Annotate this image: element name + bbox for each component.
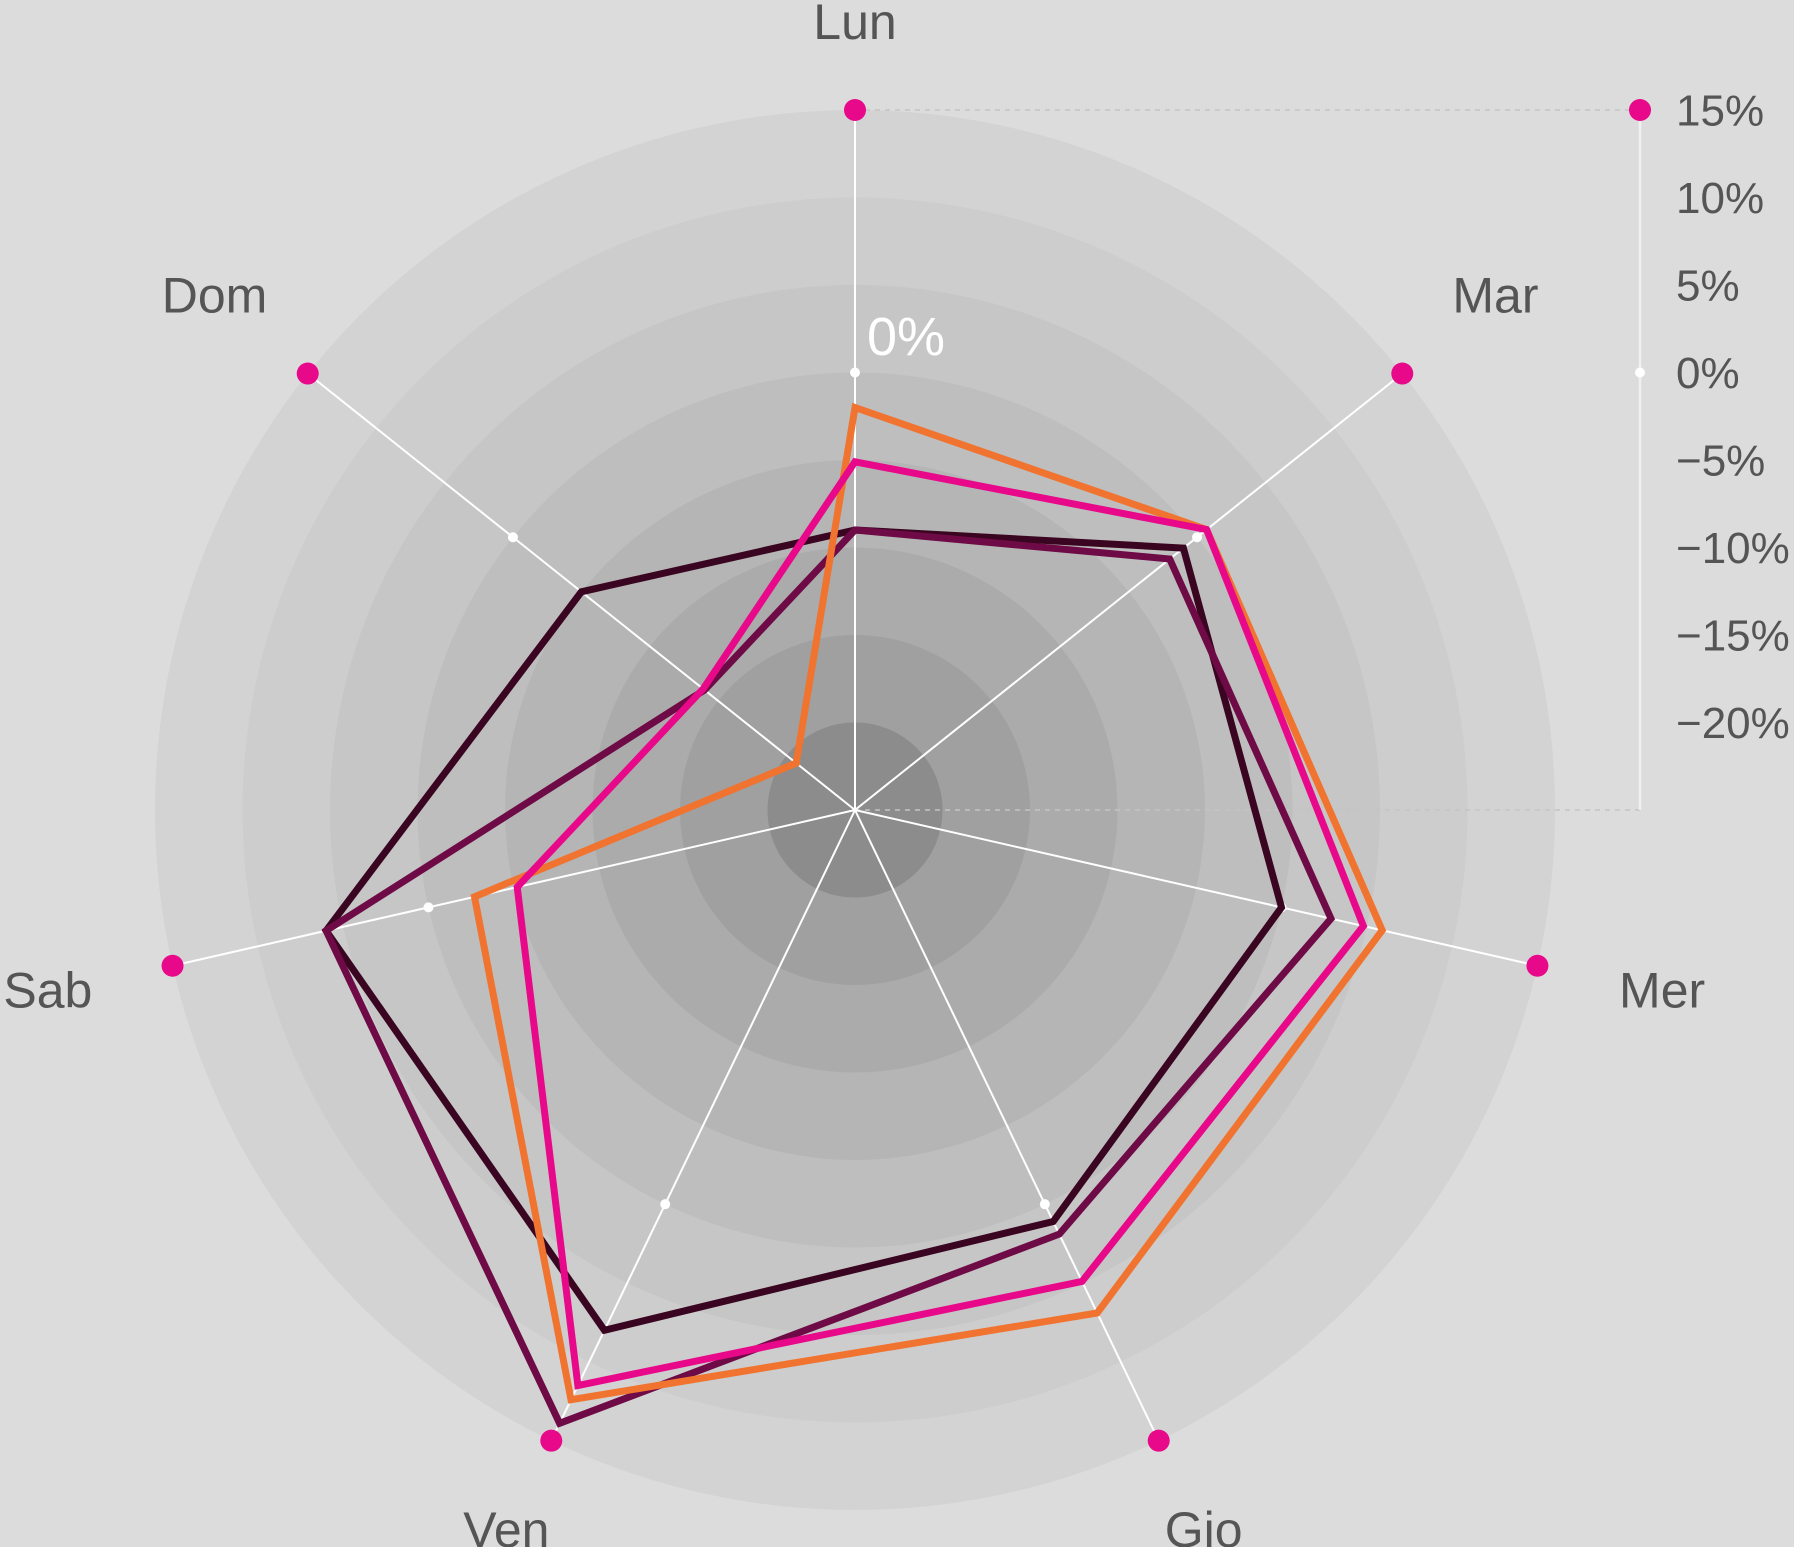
zero-dot (850, 367, 860, 378)
scale-zero-dot (1635, 367, 1645, 378)
zero-dot (1039, 1199, 1050, 1210)
category-label: Ven (463, 1502, 549, 1547)
y-tick-label: 10% (1676, 174, 1764, 223)
axis-end-dot (540, 1429, 563, 1452)
axis-end-dot (1391, 362, 1414, 385)
axis-spoke (550, 809, 856, 1442)
category-label: Gio (1165, 1502, 1243, 1547)
axis-end-dot (1526, 954, 1549, 977)
y-tick-label: −20% (1676, 699, 1790, 748)
y-tick-label: 0% (1676, 349, 1740, 398)
zero-dot (660, 1199, 671, 1210)
zero-dot (423, 902, 434, 913)
zero-dot (507, 532, 518, 543)
scale-top-dot (1629, 99, 1651, 121)
series-line (513, 457, 1368, 1390)
zero-label: 0% (867, 307, 945, 367)
axis-end-dot (844, 99, 866, 121)
axis-spoke (854, 372, 1403, 811)
series-line (321, 526, 1286, 1335)
axis-end-dot (296, 362, 319, 385)
y-tick-label: 15% (1676, 87, 1764, 136)
category-label: Mer (1619, 962, 1705, 1018)
category-label: Mar (1452, 267, 1538, 323)
axis-spoke (854, 809, 1538, 967)
y-tick-label: −10% (1676, 524, 1790, 573)
category-label: Sab (3, 962, 92, 1018)
y-tick-label: −5% (1676, 437, 1765, 486)
zero-dot (1192, 532, 1203, 543)
y-tick-label: −15% (1676, 612, 1790, 661)
category-label: Lun (813, 0, 896, 50)
category-label: Dom (162, 267, 268, 323)
axis-end-dot (1147, 1429, 1170, 1452)
axis-spoke (854, 809, 1160, 1442)
axis-end-dot (161, 954, 184, 977)
series-line (321, 526, 1336, 1428)
y-tick-label: 5% (1676, 262, 1740, 311)
